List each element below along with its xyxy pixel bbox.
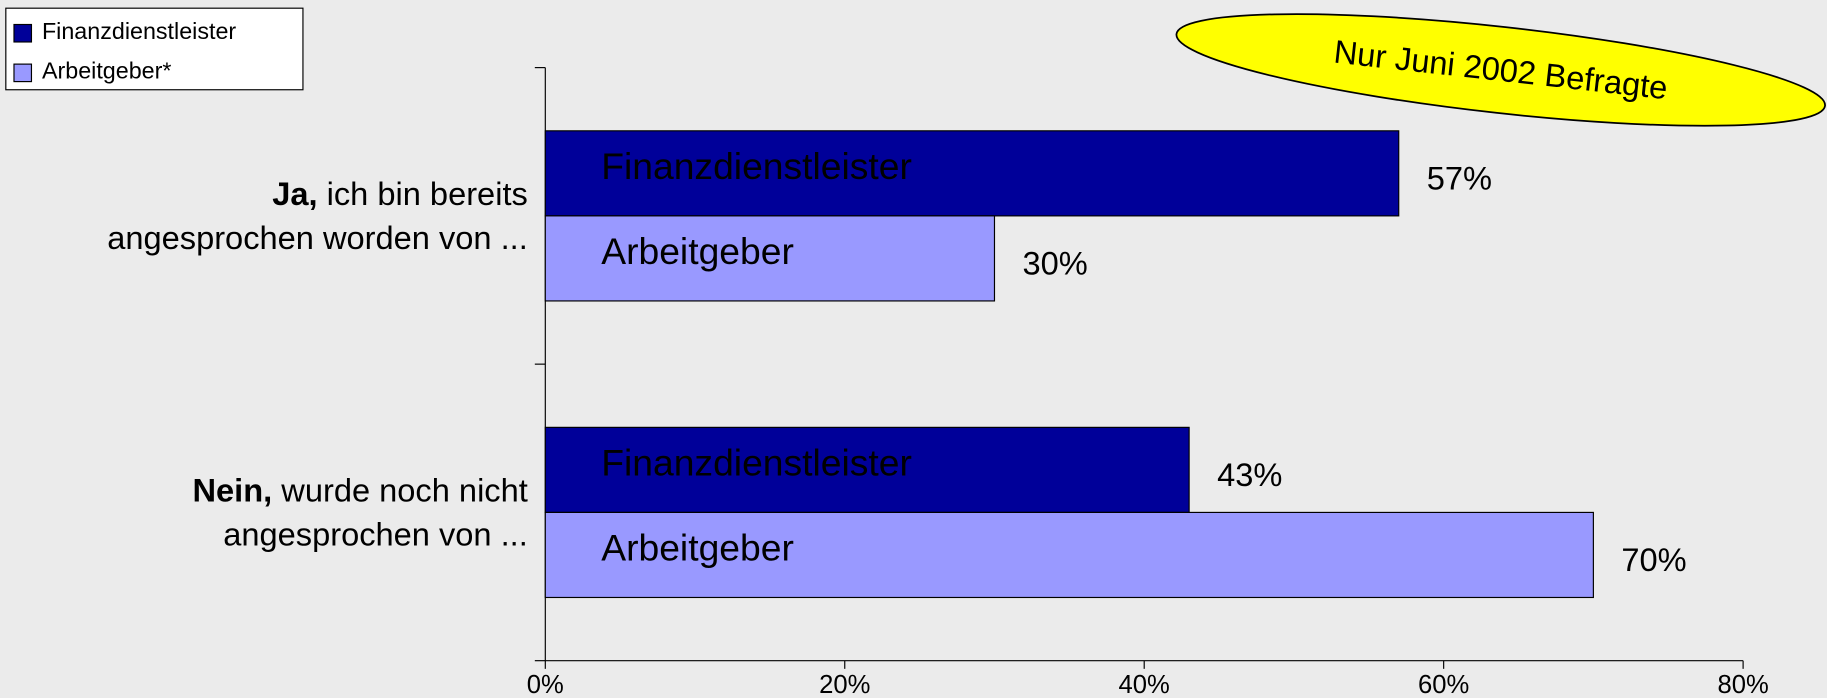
category-label-text: wurde noch nicht — [280, 471, 528, 508]
bar — [544, 511, 1594, 599]
legend-box — [5, 7, 304, 91]
category-label-text: ich bin bereits — [327, 175, 528, 212]
x-tick-label: 0% — [527, 671, 564, 698]
category-label: Ja, ich bin bereits — [272, 175, 528, 212]
legend-label: Arbeitgeber* — [42, 57, 172, 83]
bar-label: Finanzdienstleister — [601, 145, 912, 187]
bar-label: Arbeitgeber — [601, 527, 794, 569]
bar — [544, 130, 1400, 217]
legend-label: Finanzdienstleister — [42, 18, 236, 44]
value-label: 30% — [1022, 245, 1087, 282]
bar-label: Finanzdienstleister — [601, 442, 912, 484]
annotation: Nur Juni 2002 Befragte — [1175, 13, 1826, 127]
value-label: 57% — [1427, 160, 1492, 197]
bar — [544, 215, 996, 302]
bar — [544, 426, 1190, 513]
legend-swatch — [13, 23, 33, 43]
category-label-bold: Nein, — [192, 471, 272, 508]
value-label: 43% — [1217, 456, 1282, 493]
x-tick-label: 20% — [819, 671, 870, 698]
category-label: angesprochen worden von ... — [107, 219, 528, 256]
category-label: angesprochen von ... — [223, 515, 528, 552]
x-tick-label: 60% — [1418, 671, 1469, 698]
annotation-ellipse — [1175, 13, 1826, 127]
category-label-bold: Ja, — [272, 175, 317, 212]
category-label: Nein, wurde noch nicht — [192, 471, 527, 508]
legend-swatch — [13, 63, 33, 83]
x-tick-label: 40% — [1119, 671, 1170, 698]
bar-label: Arbeitgeber — [601, 230, 794, 272]
x-tick-label: 80% — [1717, 671, 1768, 698]
value-label: 70% — [1621, 541, 1686, 578]
